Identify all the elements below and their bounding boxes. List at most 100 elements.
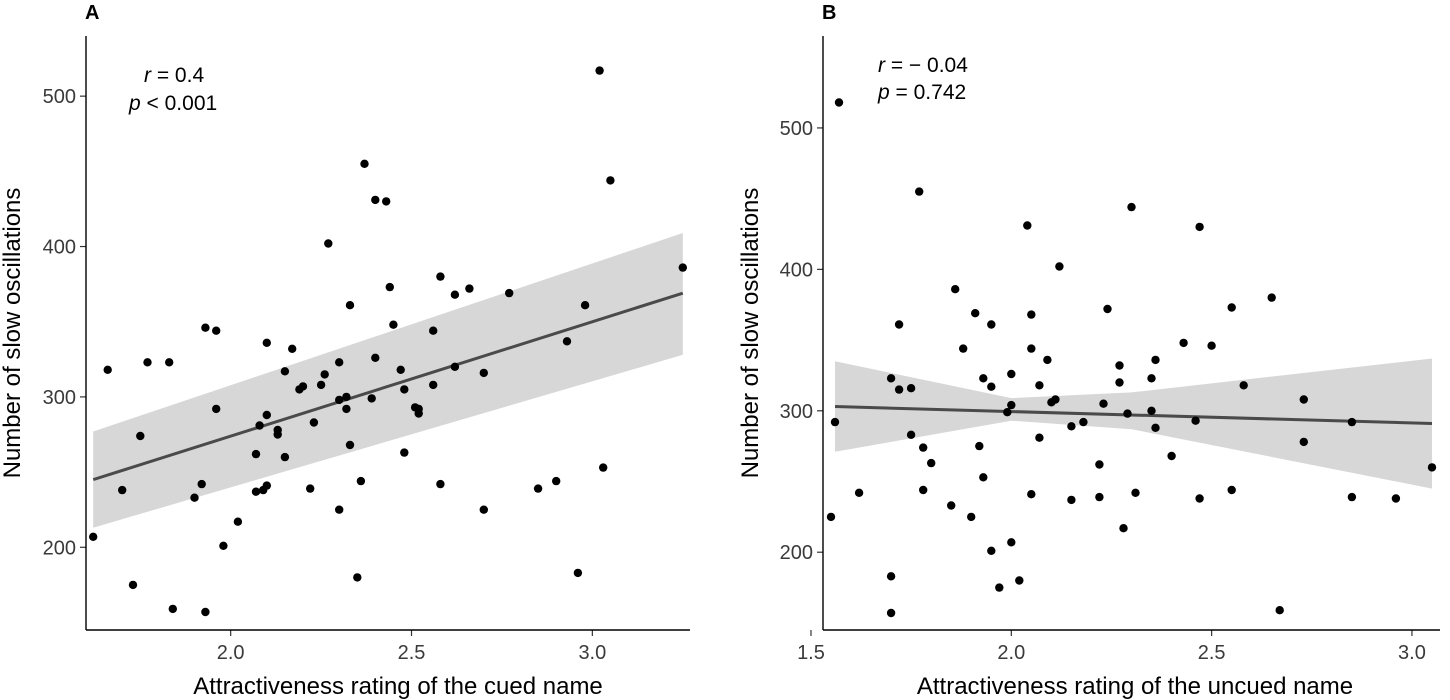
data-point [400,385,409,394]
data-point [979,473,988,482]
data-point [1167,451,1176,461]
data-point [262,410,271,420]
data-point [1095,492,1104,502]
data-point [400,448,409,457]
data-point [136,431,145,441]
data-point [382,197,391,206]
panel-a-p-stat: p < 0.001 [128,92,217,115]
data-point [367,394,376,403]
y-tick-label: 400 [780,259,813,281]
data-point [396,365,405,374]
data-point [987,546,996,555]
x-tick-label: 2.0 [217,642,245,664]
data-point [971,309,980,318]
data-point [371,353,380,362]
data-point [927,458,936,468]
data-point [212,326,221,335]
data-point [1267,293,1276,302]
data-point [233,517,243,526]
x-tick-label: 2.0 [997,642,1025,664]
data-point [335,358,344,367]
data-point [1127,202,1136,212]
data-point [1035,433,1044,442]
data-point [979,374,988,383]
data-point [1227,485,1236,495]
data-point [573,568,583,578]
data-point [219,541,228,550]
panel-b-confidence-band [835,358,1432,489]
data-point [168,604,177,614]
data-point [389,320,398,329]
data-point [678,263,687,272]
panel-a-points [89,66,687,617]
data-point [951,285,960,294]
panel-b-regression-line [834,405,1433,426]
data-point [436,272,445,281]
data-point [1179,338,1188,348]
data-point [335,505,344,514]
data-point [212,404,221,414]
panel-b-r-symbol: r [878,54,886,77]
data-point [1023,221,1032,230]
panel-a-x-ticks: 2.0 2.5 3.0 [217,630,606,664]
data-point [995,583,1004,592]
data-point [306,484,315,493]
data-point [197,479,206,489]
data-point [886,374,896,383]
panel-b-p-stat: p = 0.742 [877,81,966,104]
data-point [385,282,394,292]
data-point [1115,361,1124,370]
data-point [342,404,351,414]
data-point [595,66,604,75]
data-point [262,481,271,490]
panel-b-p-symbol: p [877,81,890,104]
data-point [316,380,326,390]
data-point [320,370,329,379]
data-point [128,580,138,590]
data-point [1067,422,1076,431]
panel-b-x-ticks: 1.5 2.0 2.5 3.0 [797,630,1426,664]
data-point [324,239,333,248]
data-point [201,323,210,332]
y-tick-label: 300 [780,401,813,423]
data-point [353,573,362,582]
data-point [1099,399,1108,408]
panel-b-p-value: = 0.742 [890,81,966,104]
data-point [1427,463,1437,472]
data-point [251,487,261,496]
data-point [826,512,836,522]
panel-b-x-axis-title: Attractiveness rating of the uncued name [917,673,1353,700]
data-point [201,607,210,617]
y-tick-label: 400 [43,237,76,259]
data-point [1239,381,1248,390]
data-point [479,505,488,514]
panel-b-fit-line [834,405,1433,426]
data-point [886,608,896,618]
data-point [1007,400,1016,410]
data-point [1347,417,1357,427]
panel-b: B 200 300 400 500 1.5 2.0 2.5 3.0 r = − 0.04 p… [737,2,1440,700]
data-point [1195,222,1204,232]
data-point [1015,576,1024,585]
data-point [288,344,297,353]
data-point [429,380,438,390]
data-point [533,484,543,493]
data-point [371,195,380,205]
panel-b-letter: B [822,2,836,24]
panel-b-points [826,98,1437,618]
data-point [342,392,351,402]
panel-a-p-symbol: p [128,92,141,115]
data-point [919,485,928,495]
data-point [345,301,355,310]
data-point [335,395,344,405]
data-point [562,337,572,346]
panel-b-y-axis-title: Number of slow oscillations [737,188,764,479]
data-point [429,326,438,335]
data-point [599,463,608,472]
data-point [1103,304,1112,314]
data-point [89,532,98,541]
data-point [465,284,474,293]
data-point [345,440,355,450]
data-point [894,385,904,394]
data-point [1207,341,1216,350]
